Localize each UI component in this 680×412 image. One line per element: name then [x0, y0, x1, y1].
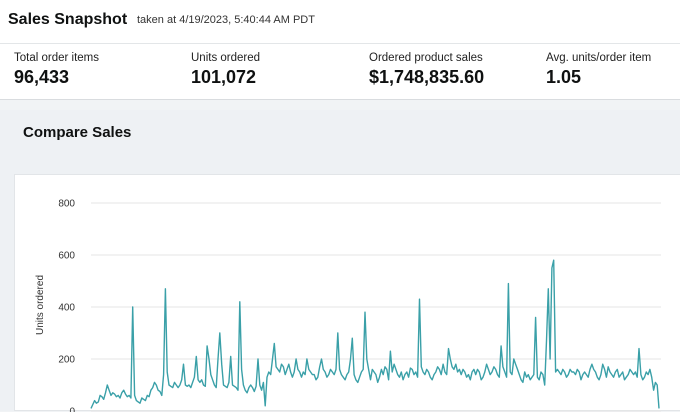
snapshot-timestamp: taken at 4/19/2023, 5:40:44 AM PDT — [137, 14, 315, 26]
y-tick-label: 800 — [58, 199, 75, 210]
compare-sales-panel: Compare Sales 0 200 400 600 800 Units ordere… — [0, 110, 680, 411]
y-tick-label: 200 — [58, 355, 75, 366]
y-axis-title: Units ordered — [35, 275, 46, 335]
metric-label: Ordered product sales — [369, 52, 484, 64]
metric-ordered-product-sales: Ordered product sales $1,748,835.60 — [369, 52, 484, 88]
y-tick-label: 600 — [58, 251, 75, 262]
metric-avg-units-per-order-item: Avg. units/order item 1.05 — [546, 52, 651, 88]
y-tick-label: 0 — [69, 407, 75, 412]
sales-snapshot-header: Sales Snapshot taken at 4/19/2023, 5:40:… — [0, 0, 680, 44]
page-title: Sales Snapshot — [8, 11, 127, 29]
y-tick-label: 400 — [58, 303, 75, 314]
metric-label: Total order items — [14, 52, 99, 64]
chart-gridlines — [91, 203, 661, 411]
metric-label: Avg. units/order item — [546, 52, 651, 64]
metric-value: $1,748,835.60 — [369, 67, 484, 88]
metric-total-order-items: Total order items 96,433 — [14, 52, 99, 88]
units-ordered-chart: 0 200 400 600 800 Units ordered — [15, 175, 680, 412]
y-axis-ticks: 0 200 400 600 800 — [58, 199, 75, 412]
metric-units-ordered: Units ordered 101,072 — [191, 52, 260, 88]
compare-sales-chart-card: 0 200 400 600 800 Units ordered — [14, 174, 680, 411]
compare-sales-title: Compare Sales — [23, 124, 131, 141]
chart-series — [91, 260, 659, 408]
series-line-units-ordered — [91, 260, 659, 408]
metric-value: 1.05 — [546, 67, 651, 88]
metric-value: 101,072 — [191, 67, 260, 88]
metric-value: 96,433 — [14, 67, 99, 88]
metric-label: Units ordered — [191, 52, 260, 64]
metrics-row: Total order items 96,433 Units ordered 1… — [0, 44, 680, 100]
